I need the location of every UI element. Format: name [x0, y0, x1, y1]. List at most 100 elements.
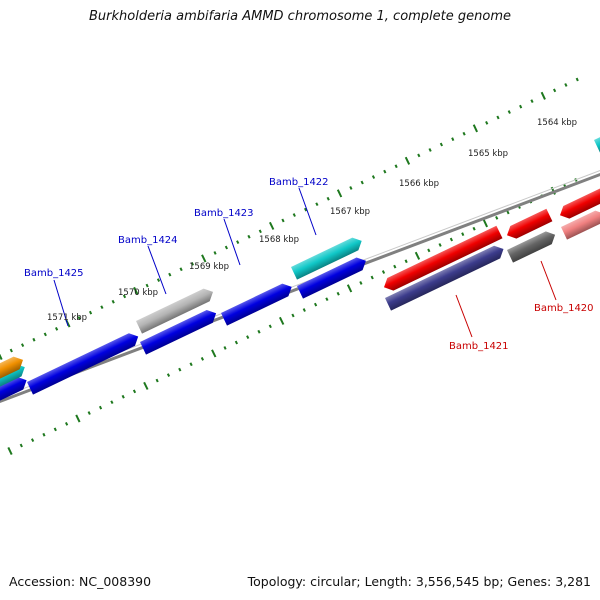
ruler-tick	[325, 297, 329, 302]
ruler-tick	[451, 137, 455, 142]
ruler-tick	[201, 254, 207, 263]
ruler-tick	[381, 270, 386, 274]
ruler-tick	[370, 275, 374, 280]
ruler-tick	[42, 432, 46, 437]
ruler-tick	[439, 142, 444, 147]
ruler-tick	[371, 175, 376, 179]
ruler-tick	[155, 378, 159, 383]
ruler-tick	[472, 124, 479, 133]
ruler-tick	[178, 367, 182, 372]
ruler-tick	[0, 353, 3, 361]
gene-arrow-orange	[0, 356, 23, 379]
ruler-tick	[564, 83, 568, 87]
leader-line-bamb_1422	[298, 187, 317, 236]
ruler-tick	[43, 332, 47, 337]
ruler-tick	[485, 120, 489, 125]
ruler-tick	[438, 243, 442, 247]
outer-tick-ruler	[0, 77, 579, 361]
gene-arrow-cyan	[291, 237, 362, 280]
ruler-tick	[417, 153, 421, 158]
ruler-label-1566: 1566 kbp	[399, 179, 439, 189]
ruler-tick	[303, 207, 308, 212]
ruler-tick	[404, 259, 408, 264]
gene-label-bamb_1425: Bamb_1425	[24, 268, 84, 279]
ruler-tick	[291, 313, 295, 318]
ruler-tick	[414, 251, 421, 260]
ruler-tick	[166, 373, 171, 377]
ruler-tick	[359, 281, 363, 285]
ruler-tick	[482, 219, 489, 228]
ruler-tick	[133, 286, 139, 295]
ruler-tick	[236, 240, 240, 245]
ruler-tick	[9, 348, 13, 353]
genome-summary-text: Topology: circular; Length: 3,556,545 bp…	[247, 574, 591, 589]
ruler-tick	[258, 229, 262, 234]
ruler-tick	[7, 446, 13, 456]
ruler-tick	[122, 294, 127, 299]
gene-arrow-red	[384, 225, 503, 291]
ruler-tick	[54, 326, 59, 331]
gene-arrow-red	[560, 188, 600, 219]
ruler-tick	[156, 278, 161, 282]
ruler-tick	[189, 362, 193, 367]
gene-arrow-red	[507, 208, 553, 239]
ruler-tick	[100, 305, 104, 310]
ruler-tick	[552, 88, 557, 93]
ruler-tick	[495, 215, 499, 220]
ruler-tick	[64, 421, 69, 426]
ruler-tick	[179, 267, 183, 272]
gene-label-bamb_1421: Bamb_1421	[449, 341, 509, 352]
label-layer: 1564 kbp 1565 kbp 1566 kbp 1567 kbp 1568 kbp…	[24, 118, 594, 352]
gene-arrow-purple	[385, 245, 504, 311]
ruler-tick	[313, 302, 318, 307]
ruler-label-1564: 1564 kbp	[537, 118, 577, 128]
ruler-label-1570: 1570 kbp	[118, 288, 158, 298]
ruler-tick	[223, 346, 227, 350]
ruler-tick	[315, 202, 319, 207]
ruler-tick	[77, 316, 81, 320]
leader-line-bamb_1420	[540, 260, 557, 301]
ruler-tick	[507, 110, 511, 114]
leader-line-bamb_1425	[53, 279, 69, 327]
ruler-tick	[530, 99, 534, 104]
ruler-tick	[246, 335, 250, 340]
ruler-tick	[234, 340, 239, 345]
ruler-tick	[257, 329, 261, 334]
ruler-tick	[449, 237, 454, 242]
ruler-tick	[268, 324, 272, 329]
ruler-tick	[168, 272, 172, 277]
gene-arrow-blue	[140, 310, 217, 355]
ruler-tick	[213, 251, 217, 255]
ruler-tick	[121, 394, 125, 399]
ruler-tick	[145, 283, 149, 288]
ruler-tick	[428, 148, 432, 152]
ruler-tick	[247, 234, 251, 239]
gene-label-bamb_1423: Bamb_1423	[194, 208, 254, 219]
ruler-tick	[496, 115, 500, 120]
map-title: Burkholderia ambifaria AMMD chromosome 1…	[88, 9, 512, 24]
ruler-tick	[506, 210, 510, 215]
ruler-tick	[19, 443, 23, 448]
gene-arrow-blue	[27, 333, 139, 395]
ruler-tick	[98, 405, 103, 410]
ruler-tick	[190, 261, 195, 266]
ruler-tick	[281, 218, 285, 223]
gene-arrow-blue	[221, 283, 292, 326]
ruler-tick	[404, 156, 411, 165]
ruler-tick	[326, 196, 330, 201]
ruler-tick	[472, 226, 476, 231]
ruler-tick	[110, 400, 114, 405]
gene-arrow-blue	[297, 257, 366, 299]
ruler-label-1567: 1567 kbp	[330, 207, 370, 217]
gene-label-bamb_1422: Bamb_1422	[269, 177, 329, 188]
ruler-label-1569: 1569 kbp	[189, 262, 229, 272]
leader-line-bamb_1423	[223, 218, 241, 266]
ruler-tick	[349, 186, 353, 190]
ruler-tick	[346, 284, 353, 293]
ruler-tick	[143, 381, 149, 390]
ruler-tick	[200, 356, 205, 361]
gene-arrow-cyan	[594, 137, 600, 153]
ruler-tick	[111, 299, 115, 304]
ruler-tick	[336, 189, 343, 198]
